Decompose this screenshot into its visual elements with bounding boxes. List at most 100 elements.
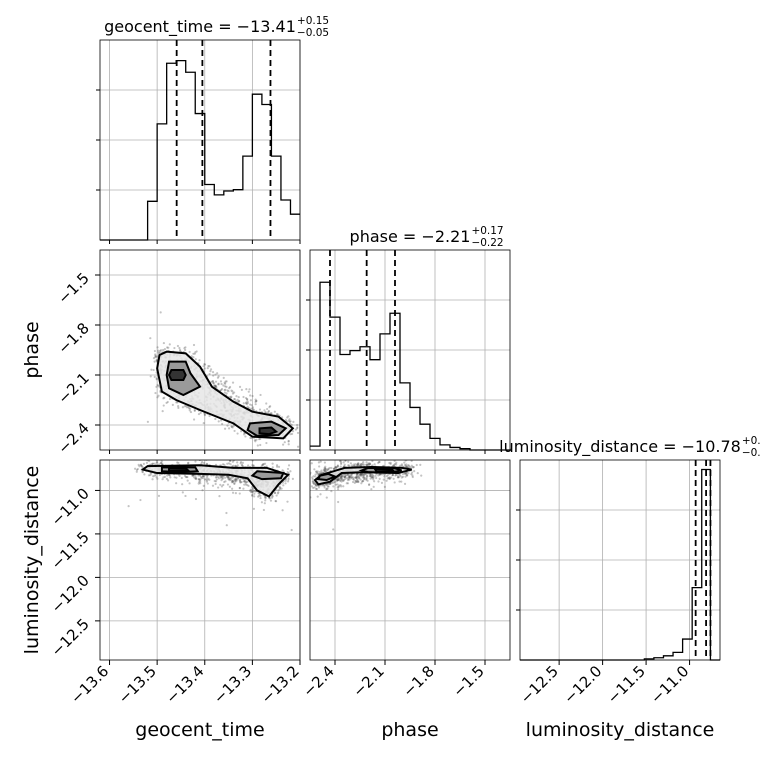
xtick-label: −13.6: [67, 662, 112, 707]
scatter-point: [337, 477, 340, 481]
scatter-point: [181, 406, 184, 409]
scatter-point: [189, 410, 193, 414]
scatter-point: [327, 467, 330, 470]
scatter-point: [332, 467, 336, 470]
scatter-point: [152, 368, 155, 372]
scatter-point: [259, 443, 262, 447]
scatter-point: [219, 380, 223, 383]
scatter-point: [197, 481, 201, 484]
scatter-point: [315, 484, 318, 487]
scatter-point: [323, 467, 326, 470]
scatter-point: [394, 473, 398, 477]
scatter-point: [262, 463, 265, 466]
hist-step-luminosity_distance: [520, 468, 720, 661]
scatter-point: [202, 365, 205, 368]
scatter-point: [245, 480, 248, 483]
scatter-point: [403, 482, 407, 486]
scatter-point: [369, 454, 371, 456]
scatter-point: [420, 474, 423, 477]
scatter-point: [323, 470, 327, 473]
scatter-point: [233, 391, 236, 394]
scatter-point: [377, 480, 380, 483]
scatter-point: [274, 491, 277, 494]
scatter-point: [354, 476, 357, 479]
scatter-point: [203, 413, 206, 416]
scatter-point: [240, 430, 243, 433]
scatter-point: [393, 463, 396, 467]
scatter-point: [270, 412, 273, 415]
scatter-point: [234, 480, 237, 483]
scatter-point: [240, 480, 243, 484]
scatter-point: [153, 360, 156, 363]
scatter-point: [168, 429, 170, 431]
scatter-point: [243, 480, 246, 483]
scatter-point: [391, 473, 394, 477]
scatter-point: [324, 467, 327, 470]
scatter-point: [227, 475, 230, 478]
scatter-point: [252, 464, 255, 467]
scatter-point: [154, 473, 157, 476]
scatter-point: [340, 475, 343, 478]
scatter-point: [317, 461, 321, 464]
scatter-point: [315, 487, 318, 490]
scatter-point: [407, 464, 410, 467]
y-axis-label-luminosity_distance: luminosity_distance: [21, 466, 43, 655]
scatter-point: [231, 476, 234, 479]
scatter-point: [355, 480, 358, 484]
xtick-label: −12.0: [560, 662, 605, 707]
scatter-point: [308, 481, 310, 483]
scatter-point: [286, 500, 289, 503]
scatter-point: [343, 475, 346, 479]
scatter-point: [203, 478, 206, 481]
scatter-point: [235, 479, 238, 482]
scatter-point: [291, 477, 294, 480]
scatter-point: [372, 475, 375, 478]
scatter-point: [208, 414, 211, 418]
scatter-point: [211, 380, 214, 383]
scatter-point: [205, 462, 209, 465]
scatter-point: [229, 476, 232, 479]
scatter-point: [217, 375, 220, 378]
scatter-point: [221, 475, 225, 478]
scatter-point: [326, 487, 329, 490]
scatter-point: [250, 489, 253, 492]
scatter-point: [178, 474, 181, 477]
scatter-point: [318, 465, 321, 468]
scatter-point: [217, 477, 221, 480]
scatter-point: [241, 461, 244, 464]
scatter-point: [181, 483, 184, 486]
scatter-point: [230, 425, 233, 428]
scatter-point: [359, 463, 362, 466]
scatter-point: [352, 477, 355, 481]
scatter-point: [280, 487, 283, 490]
scatter-point: [230, 389, 233, 392]
scatter-point: [347, 464, 350, 467]
scatter-point: [141, 471, 144, 474]
scatter-point: [362, 478, 366, 481]
scatter-point: [333, 467, 336, 471]
scatter-point: [386, 477, 389, 480]
scatter-point: [205, 476, 209, 479]
scatter-point: [254, 398, 257, 401]
scatter-point: [289, 420, 292, 423]
scatter-point: [361, 462, 364, 465]
scatter-point: [267, 409, 271, 413]
scatter-point: [361, 463, 364, 467]
scatter-point: [154, 355, 157, 358]
scatter-point: [310, 434, 312, 436]
scatter-point: [213, 384, 216, 387]
scatter-point: [314, 473, 317, 476]
scatter-point: [165, 477, 168, 480]
scatter-point: [368, 462, 371, 465]
scatter-point: [330, 466, 333, 470]
scatter-point: [278, 487, 282, 491]
scatter-panel-geocent_time-phase: [99, 249, 312, 451]
scatter-point: [362, 476, 365, 479]
scatter-point: [214, 417, 217, 421]
scatter-point: [201, 475, 204, 478]
scatter-point: [255, 438, 258, 441]
scatter-point: [401, 472, 405, 476]
scatter-point: [340, 474, 343, 478]
scatter-point: [254, 403, 257, 406]
scatter-point: [208, 478, 211, 481]
